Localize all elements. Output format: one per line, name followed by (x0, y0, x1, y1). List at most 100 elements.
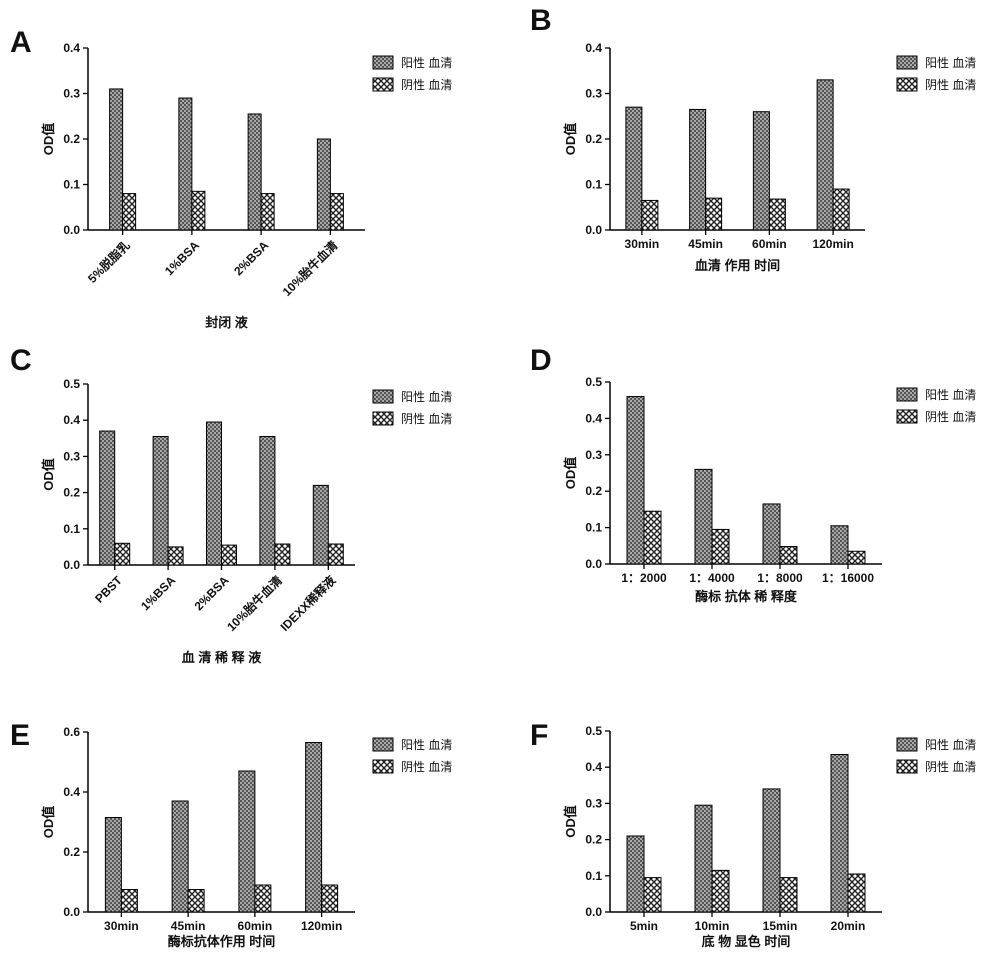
bar-positive-serum (104, 817, 122, 913)
y-tick-label: 0.3 (63, 449, 80, 463)
bar-negative-serum (120, 889, 138, 913)
y-tick-label: 0.3 (585, 448, 602, 462)
y-tick-label: 0.2 (585, 833, 602, 847)
x-tick-label: 5%脱脂乳 (84, 238, 132, 286)
y-tick-label: 0.6 (63, 725, 80, 739)
x-tick-label: 20min (831, 919, 866, 933)
x-tick-label: 60min (238, 919, 273, 933)
bar-positive-serum (694, 804, 713, 913)
legend-swatch (372, 55, 394, 70)
bar-negative-serum (643, 877, 662, 913)
bar-negative-serum (641, 199, 659, 231)
bar-negative-serum (122, 193, 137, 231)
x-tick-label: 120min (301, 919, 342, 933)
y-tick-label: 0.2 (585, 484, 602, 498)
x-tick-label: 15min (763, 919, 798, 933)
bar-negative-serum (167, 546, 184, 566)
y-tick-label: 0.3 (585, 87, 602, 101)
bar-negative-serum (768, 198, 786, 231)
y-tick-label: 0.5 (585, 724, 602, 738)
y-tick-label: 0.3 (585, 796, 602, 810)
x-axis-title: 酶标抗体作用 时间 (168, 934, 276, 949)
y-tick-label: 0.0 (585, 557, 602, 571)
legend-label: 阳性 血清 (401, 56, 452, 70)
x-tick-label: 120min (812, 237, 853, 251)
legend-swatch (372, 389, 394, 404)
bar-negative-serum (847, 873, 866, 913)
y-tick-label: 0.0 (63, 223, 80, 237)
legend-label: 阳性 血清 (925, 56, 976, 70)
panel-letter: D (530, 344, 552, 377)
x-axis-title: 血清 作用 时间 (695, 258, 780, 273)
y-axis-title: OD值 (41, 806, 56, 839)
y-tick-label: 0.0 (585, 905, 602, 919)
legend-swatch (372, 737, 394, 752)
legend-label: 阳性 血清 (401, 390, 452, 404)
x-tick-label: 60min (752, 237, 787, 251)
legend-label: 阳性 血清 (925, 388, 976, 402)
x-tick-label: 10min (695, 919, 730, 933)
bar-negative-serum (779, 546, 798, 565)
legend-label: 阴性 血清 (925, 410, 976, 424)
bar-positive-serum (238, 770, 256, 913)
panel-letter: C (10, 344, 32, 377)
x-tick-label: 1：16000 (822, 571, 874, 585)
bar-negative-serum (274, 543, 291, 566)
panel-letter: B (530, 4, 552, 37)
bar-positive-serum (626, 396, 645, 565)
bar-negative-serum (711, 869, 730, 913)
x-tick-label: 45min (171, 919, 206, 933)
bar-negative-serum (832, 188, 850, 231)
legend-swatch (372, 759, 394, 774)
legend-label: 阳性 血清 (401, 738, 452, 752)
y-tick-label: 0.4 (63, 41, 80, 55)
panel-letter: F (530, 719, 548, 752)
y-tick-label: 0.0 (585, 223, 602, 237)
bar-positive-serum (816, 79, 834, 231)
bar-positive-serum (109, 88, 124, 231)
bar-positive-serum (312, 484, 329, 566)
bar-positive-serum (625, 106, 643, 231)
y-tick-label: 0.2 (63, 845, 80, 859)
bar-positive-serum (762, 503, 781, 565)
bar-positive-serum (178, 97, 193, 231)
chart-panel-d: D 0.0 0.1 0.2 0.3 0.4 0.5 OD值 1：2000 1：4000 1：8000… (530, 344, 976, 604)
x-axis-title: 底 物 显色 时间 (702, 934, 791, 949)
bar-positive-serum (99, 430, 116, 566)
bar-negative-serum (779, 877, 798, 913)
legend-swatch (896, 55, 918, 70)
x-tick-label: 1：8000 (757, 571, 803, 585)
bar-positive-serum (689, 108, 707, 231)
y-tick-label: 0.4 (585, 760, 602, 774)
bar-positive-serum (305, 742, 323, 913)
y-tick-label: 0.4 (585, 411, 602, 425)
x-tick-label: IDEXX稀释液 (277, 573, 339, 635)
bar-negative-serum (191, 190, 206, 231)
legend-swatch (896, 387, 918, 402)
y-tick-label: 0.1 (63, 178, 80, 192)
legend-label: 阴性 血清 (401, 760, 452, 774)
x-tick-label: 1%BSA (162, 238, 202, 278)
y-axis-title: OD值 (563, 123, 578, 156)
y-tick-label: 0.2 (63, 486, 80, 500)
bar-negative-serum (254, 884, 272, 913)
x-tick-label: 2%BSA (192, 573, 232, 613)
y-axis-title: OD值 (41, 458, 56, 491)
bar-negative-serum (187, 889, 205, 913)
bar-negative-serum (321, 884, 339, 913)
x-axis-title: 酶标 抗体 稀 释度 (695, 589, 798, 604)
bar-negative-serum (260, 193, 275, 231)
y-tick-label: 0.1 (585, 178, 602, 192)
bar-positive-serum (152, 435, 169, 566)
legend-label: 阴性 血清 (925, 760, 976, 774)
bar-positive-serum (206, 421, 222, 566)
chart-panel-a: A 0.0 0.1 0.2 0.3 0.4 OD值 5%脱脂乳 1%BSA 2%BSA 10%胎牛血… (10, 26, 452, 330)
y-axis-title: OD值 (41, 123, 56, 156)
legend-swatch (372, 77, 394, 92)
legend-swatch (372, 411, 394, 426)
y-tick-label: 0.0 (63, 905, 80, 919)
